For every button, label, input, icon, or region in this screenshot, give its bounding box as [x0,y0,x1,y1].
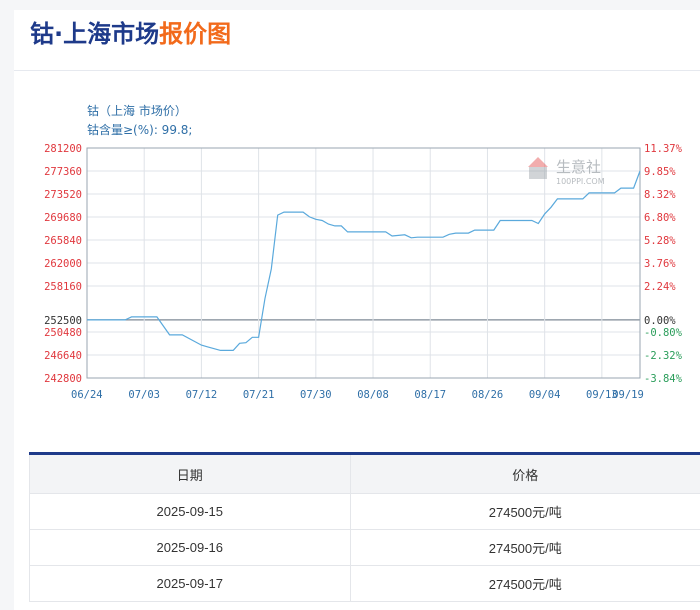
x-tick-label: 07/30 [300,389,332,401]
chart-title: 钴（上海 市场价） [87,103,187,118]
y-left-tick-label: 273520 [44,189,82,201]
cell-date: 2025-09-17 [30,566,351,602]
cell-date: 2025-09-16 [30,530,351,566]
y-right-tick-label: -0.80% [644,327,683,339]
header-date: 日期 [30,454,351,494]
y-left-tick-label: 281200 [44,143,82,155]
x-tick-label: 09/19 [612,389,644,401]
y-left-tick-label: 262000 [44,258,82,270]
y-left-tick-label: 265840 [44,235,82,247]
table-row: 2025-09-15 274500元/吨 [30,494,700,530]
y-right-tick-label: 8.32% [644,189,676,201]
x-tick-label: 09/04 [529,389,561,401]
x-tick-label: 06/24 [71,389,103,401]
y-left-tick-label: 250480 [44,327,82,339]
cell-price: 274500元/吨 [350,566,700,602]
y-left-tick-label: 242800 [44,373,82,385]
y-right-tick-label: -3.84% [644,373,683,385]
y-left-tick-label: 252500 [44,315,82,327]
y-right-tick-label: -2.32% [644,350,683,362]
y-left-tick-label: 258160 [44,281,82,293]
watermark-en: 100PPI.COM [556,177,605,186]
cell-price: 274500元/吨 [350,494,700,530]
y-right-tick-label: 3.76% [644,258,676,270]
header-price: 价格 [350,454,700,494]
chart-subtitle: 钴含量≥(%): 99.8; [87,122,192,137]
y-left-tick-label: 246640 [44,350,82,362]
y-right-tick-label: 0.00% [644,315,676,327]
x-tick-label: 08/26 [472,389,504,401]
watermark-cn: 生意社 [556,158,601,176]
y-right-tick-label: 5.28% [644,235,676,247]
price-chart: 生意社 100PPI.COM 钴（上海 市场价） 钴含量≥(%): 99.8; … [0,0,700,440]
table-header-row: 日期 价格 [30,454,700,494]
y-left-tick-label: 269680 [44,212,82,224]
y-right-tick-label: 2.24% [644,281,676,293]
x-tick-label: 08/08 [357,389,389,401]
price-table: 日期 价格 2025-09-15 274500元/吨 2025-09-16 27… [29,452,700,602]
x-tick-label: 08/17 [414,389,446,401]
y-right-tick-label: 6.80% [644,212,676,224]
y-right-tick-label: 9.85% [644,166,676,178]
watermark: 生意社 100PPI.COM [528,157,605,186]
x-tick-label: 07/12 [186,389,218,401]
y-axis-right: 11.37% 9.85% 8.32% 6.80% 5.28% 3.76% 2.24% 0.00… [644,143,683,385]
x-axis: 06/24 07/03 07/12 07/21 07/30 08/08 08/17 08/26… [71,389,644,401]
x-tick-label: 07/03 [128,389,160,401]
table-row: 2025-09-17 274500元/吨 [30,566,700,602]
cell-price: 274500元/吨 [350,530,700,566]
cell-date: 2025-09-15 [30,494,351,530]
y-axis-left: 281200 277360 273520 269680 265840 262000 2581… [44,143,82,385]
x-tick-label: 07/21 [243,389,275,401]
y-right-tick-label: 11.37% [644,143,683,155]
price-series-line [87,171,640,350]
table-row: 2025-09-16 274500元/吨 [30,530,700,566]
y-left-tick-label: 277360 [44,166,82,178]
